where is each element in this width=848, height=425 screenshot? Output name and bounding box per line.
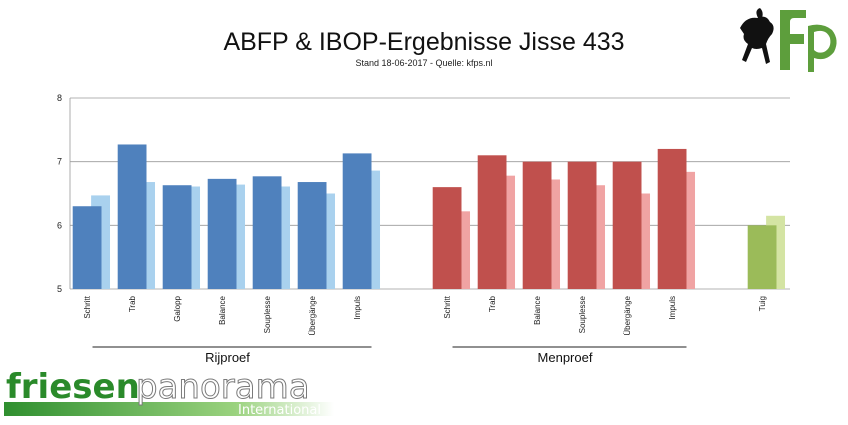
x-tick-label: Schritt xyxy=(83,295,92,318)
value-bar xyxy=(342,153,372,289)
y-tick-label: 6 xyxy=(57,220,62,230)
value-bar xyxy=(477,155,507,289)
value-bar xyxy=(252,176,282,289)
value-bar xyxy=(747,225,777,289)
value-bar xyxy=(72,206,102,289)
x-tick-label: Balance xyxy=(533,295,542,324)
chart-title: ABFP & IBOP-Ergebnisse Jisse 433 xyxy=(223,28,625,56)
x-tick-label: Galopp xyxy=(173,295,182,321)
chart-subtitle: Stand 18-06-2017 - Quelle: kfps.nl xyxy=(355,58,493,68)
value-bar xyxy=(432,187,462,289)
value-bar xyxy=(522,161,552,289)
x-tick-label: Impuls xyxy=(353,296,362,320)
svg-text:International: International xyxy=(238,403,321,418)
x-tick-label: Tuig xyxy=(758,296,767,311)
friesenpanorama-logo: friesen panorama International friesen xyxy=(4,364,334,420)
fp-horse-logo: fp xyxy=(736,4,840,81)
y-tick-label: 5 xyxy=(57,284,62,294)
x-tick-label: Trab xyxy=(488,295,497,312)
x-tick-label: Souplesse xyxy=(578,295,587,333)
x-tick-label: Trab xyxy=(128,295,137,312)
x-tick-label: Übergänge xyxy=(623,295,632,335)
svg-text:panorama: panorama xyxy=(136,367,310,407)
value-bar xyxy=(612,161,642,289)
x-tick-label: Impuls xyxy=(668,296,677,320)
group-label: Rijproef xyxy=(205,350,250,365)
value-bar xyxy=(117,144,147,289)
value-bar xyxy=(162,185,192,289)
x-tick-label: Übergänge xyxy=(308,295,317,335)
x-tick-label: Souplesse xyxy=(263,295,272,333)
value-bar xyxy=(207,178,237,289)
group-label: Menproef xyxy=(538,350,593,365)
value-bar xyxy=(297,182,327,289)
x-tick-label: Schritt xyxy=(443,295,452,318)
value-bar xyxy=(657,148,687,289)
x-tick-label: Balance xyxy=(218,295,227,324)
value-bar xyxy=(567,161,597,289)
svg-text:friesen: friesen xyxy=(6,367,140,407)
y-tick-label: 8 xyxy=(57,93,62,103)
y-tick-label: 7 xyxy=(57,157,62,167)
